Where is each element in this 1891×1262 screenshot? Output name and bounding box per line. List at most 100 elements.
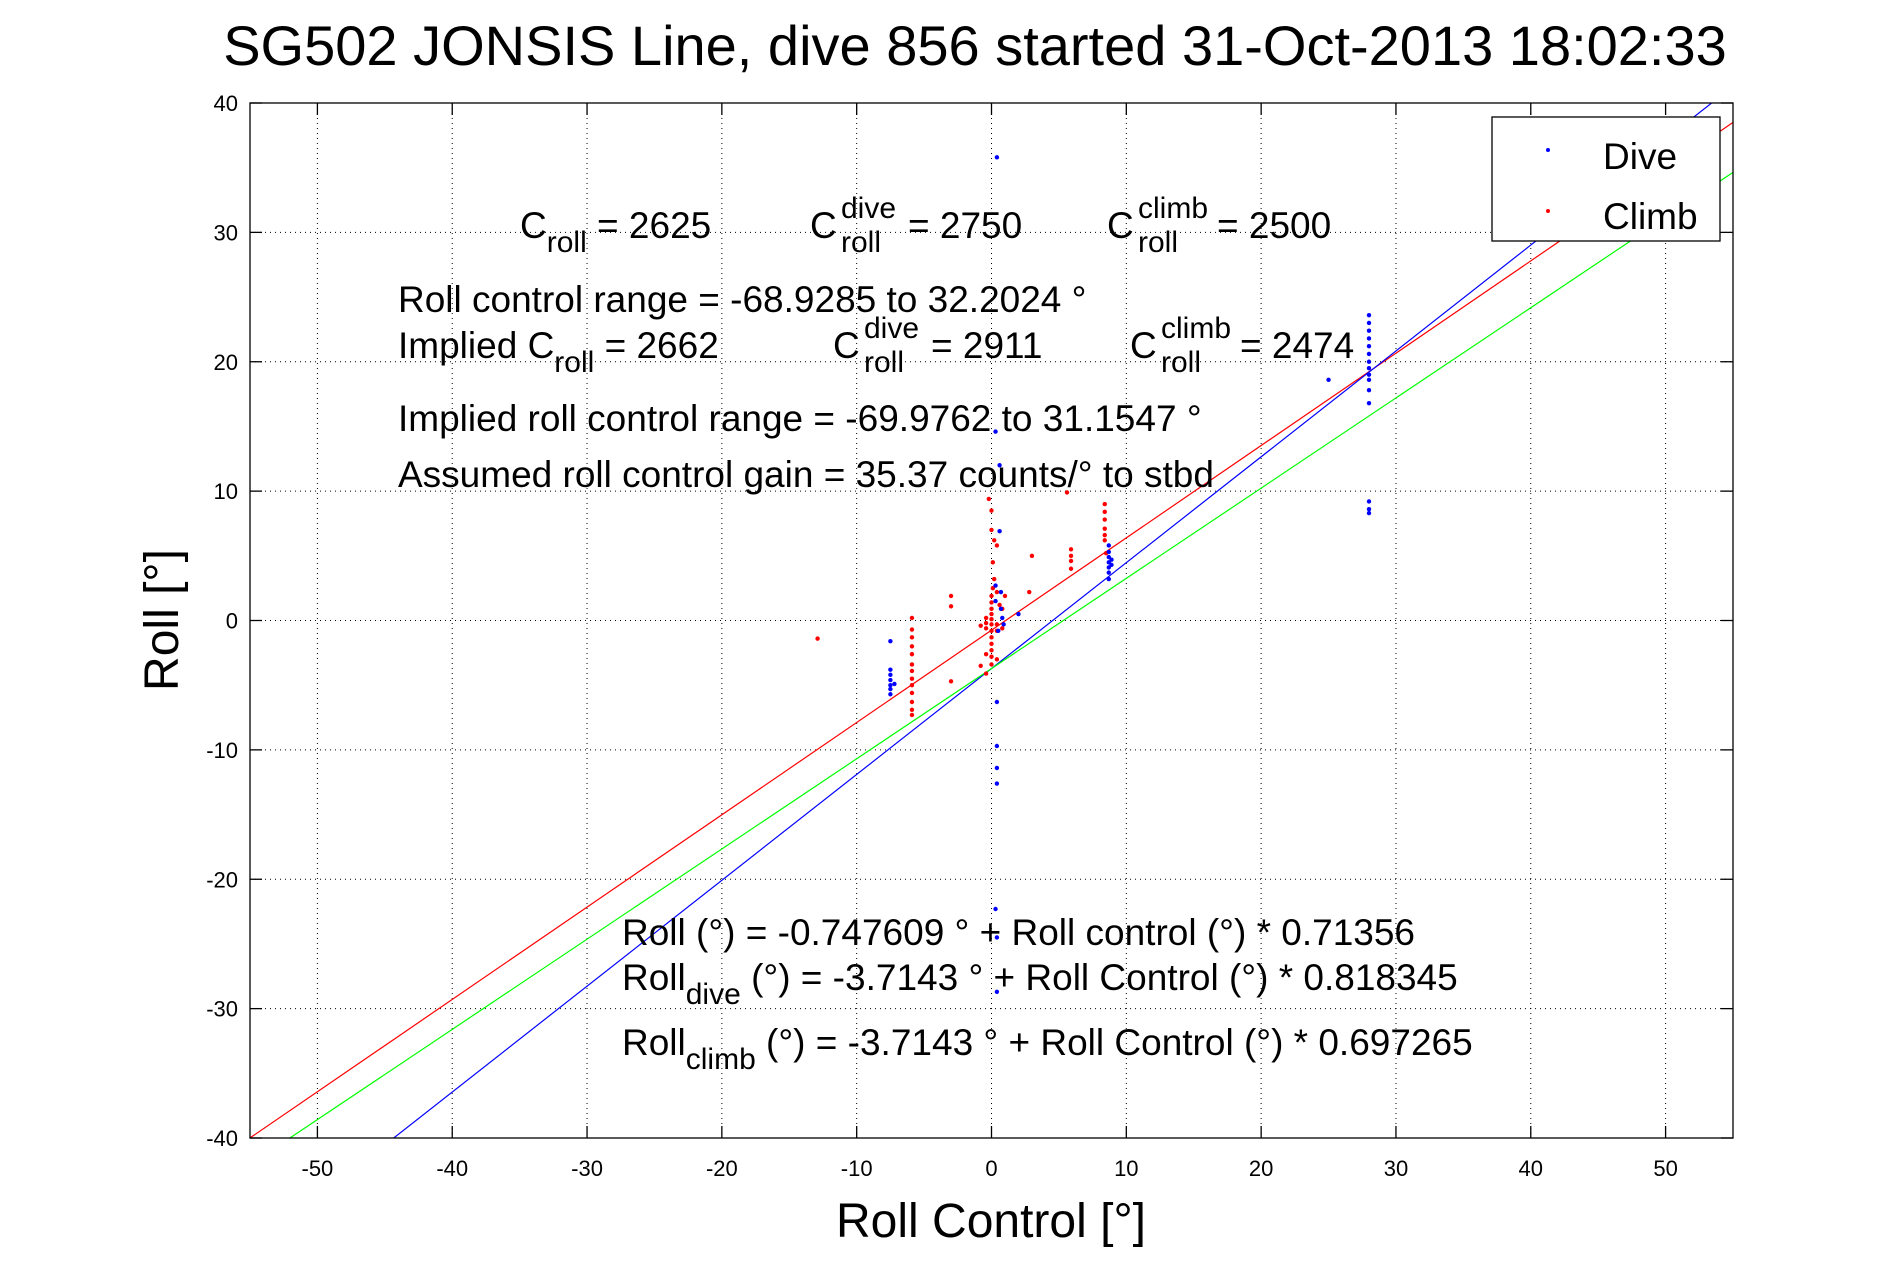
annotation-implied-croll: Implied Croll = 2662 xyxy=(398,325,719,379)
annotation-croll-dive-sup: dive xyxy=(841,192,896,225)
dive-point xyxy=(1366,400,1372,406)
climb-point xyxy=(909,676,915,681)
x-tick-label: 40 xyxy=(1519,1156,1543,1181)
climb-point xyxy=(1064,490,1070,495)
annotation-implied-dive-sub: roll xyxy=(864,346,904,379)
climb-point xyxy=(948,604,954,609)
climb-point xyxy=(909,668,915,674)
dive-point xyxy=(1366,388,1372,393)
y-tick-labels: -40 -30 -20 -10 0 10 20 30 40 xyxy=(206,91,238,1151)
climb-point xyxy=(989,641,994,646)
x-tick-label: 0 xyxy=(985,1156,997,1181)
climb-point xyxy=(994,589,1000,595)
x-tick-labels: -50 -40 -30 -20 -10 0 10 20 30 40 50 xyxy=(302,1156,1678,1181)
climb-point xyxy=(1102,517,1107,522)
climb-point xyxy=(991,538,997,543)
x-tick-label: 50 xyxy=(1653,1156,1677,1181)
dive-point xyxy=(994,699,1000,705)
dive-point xyxy=(1106,543,1111,548)
climb-point xyxy=(986,496,992,502)
annotation-implied-dive-sup: dive xyxy=(864,312,919,345)
climb-point xyxy=(983,615,989,621)
dive-point xyxy=(888,682,893,688)
dive-point xyxy=(994,989,1000,995)
annotation-implied-climb-value: = 2474 xyxy=(1240,325,1354,366)
climb-point xyxy=(989,617,994,622)
annotation-croll-dive-sub: roll xyxy=(841,226,881,259)
annotation-croll-dive-value: = 2750 xyxy=(908,205,1022,246)
legend-dive-marker xyxy=(1546,148,1550,152)
climb-point xyxy=(1002,593,1008,599)
climb-point xyxy=(909,707,915,712)
dive-point xyxy=(1366,377,1372,383)
x-axis-label: Roll Control [°] xyxy=(836,1195,1146,1248)
annotation-croll-climb-sup: climb xyxy=(1138,192,1208,225)
climb-point xyxy=(989,648,994,653)
fit-line xyxy=(288,171,1733,1138)
annotations: Croll = 2625 C dive roll = 2750 C climb … xyxy=(398,192,1473,1076)
climb-point xyxy=(989,635,994,640)
dive-point xyxy=(994,765,1000,771)
dive-point xyxy=(993,583,998,588)
climb-point xyxy=(989,527,994,533)
climb-point xyxy=(989,593,994,599)
y-tick-label: 30 xyxy=(214,220,238,245)
dive-point xyxy=(888,639,893,644)
annotation-croll-climb: C xyxy=(1107,205,1134,246)
climb-point xyxy=(909,644,915,649)
climb-point xyxy=(989,611,994,617)
y-tick-label: 20 xyxy=(214,350,238,375)
annotation-implied-dive-value: = 2911 xyxy=(931,325,1042,366)
dive-point xyxy=(1366,359,1372,364)
climb-point xyxy=(989,662,994,667)
climb-point xyxy=(1102,526,1107,531)
chart-title: SG502 JONSIS Line, dive 856 started 31-O… xyxy=(223,14,1727,77)
dive-point xyxy=(998,606,1004,612)
dive-point xyxy=(1366,372,1372,377)
climb-point xyxy=(983,671,989,676)
dive-point xyxy=(1366,366,1372,371)
dive-point xyxy=(998,589,1004,595)
climb-point xyxy=(909,615,915,621)
climb-point xyxy=(994,657,1000,662)
annotation-croll-climb-value: = 2500 xyxy=(1217,205,1331,246)
annotation-implied-climb-sup: climb xyxy=(1161,312,1231,345)
annotation-implied-climb-sub: roll xyxy=(1161,346,1201,379)
annotation-croll: Croll = 2625 xyxy=(520,205,711,259)
dive-point xyxy=(1366,312,1372,318)
axis-ticks xyxy=(250,102,1733,1139)
climb-point xyxy=(991,576,997,582)
y-axis-label: Roll [°] xyxy=(136,549,189,691)
climb-point xyxy=(1068,553,1074,559)
x-tick-label: 30 xyxy=(1384,1156,1408,1181)
annotation-fit-dive-equation: Rolldive (°) = -3.7143 ° + Roll Control … xyxy=(622,957,1458,1011)
y-tick-label: -10 xyxy=(206,738,238,763)
x-tick-label: 10 xyxy=(1114,1156,1138,1181)
dive-point xyxy=(994,935,1000,940)
annotation-gain: Assumed roll control gain = 35.37 counts… xyxy=(398,454,1214,495)
climb-point xyxy=(978,623,983,628)
x-tick-label: -10 xyxy=(841,1156,873,1181)
climb-point xyxy=(948,593,954,599)
climb-point xyxy=(1068,566,1074,571)
dive-point xyxy=(1000,615,1005,621)
climb-point xyxy=(989,628,994,634)
legend-climb-label: Climb xyxy=(1603,196,1698,237)
climb-point xyxy=(1102,501,1107,507)
dive-point xyxy=(1366,344,1372,349)
dive-point xyxy=(888,677,893,683)
dive-point xyxy=(888,686,893,692)
climb-point xyxy=(989,606,994,612)
dive-point xyxy=(1326,377,1331,383)
y-tick-label: -20 xyxy=(206,867,238,892)
climb-point xyxy=(989,654,994,659)
climb-point xyxy=(990,560,996,565)
climb-point xyxy=(997,602,1002,608)
climb-point xyxy=(989,622,994,627)
y-tick-label: -30 xyxy=(206,997,238,1022)
climb-point xyxy=(909,682,915,688)
dive-point xyxy=(1366,320,1372,326)
climb-point xyxy=(1000,626,1005,631)
dive-point xyxy=(1001,622,1006,627)
